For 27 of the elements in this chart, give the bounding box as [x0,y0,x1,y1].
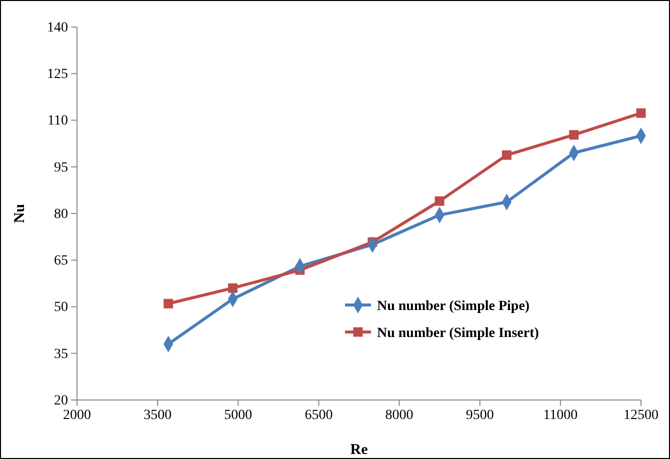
point [636,108,646,118]
y-tick-label: 140 [47,20,68,36]
point [434,196,444,206]
y-tick-label: 125 [47,67,68,82]
x-tick-label: 6500 [304,408,333,423]
x-tick-label: 5000 [224,408,252,423]
y-tick-label: 110 [48,114,68,129]
legend-label: Nu number (Simple Pipe) [377,299,530,314]
y-tick-label: 35 [54,346,68,362]
y-tick-label: 80 [54,206,68,222]
point [228,283,238,293]
y-tick-label: 95 [54,160,68,176]
point [569,130,579,140]
x-tick-label: 11000 [543,408,578,423]
point [164,298,174,308]
x-tick-label: 3500 [144,408,172,423]
y-axis-title: Nu [12,204,28,224]
x-axis-title: Re [350,442,368,458]
x-tick-label: 2000 [63,408,91,423]
x-tick-label: 9500 [466,408,494,423]
y-tick-label: 20 [54,393,68,408]
x-tick-label: 8000 [385,408,414,423]
point [502,150,512,160]
y-tick-label: 65 [54,254,68,269]
legend-label: Nu number (Simple Insert) [377,326,540,341]
x-tick-label: 12500 [624,408,658,423]
y-tick-label: 50 [54,300,68,316]
